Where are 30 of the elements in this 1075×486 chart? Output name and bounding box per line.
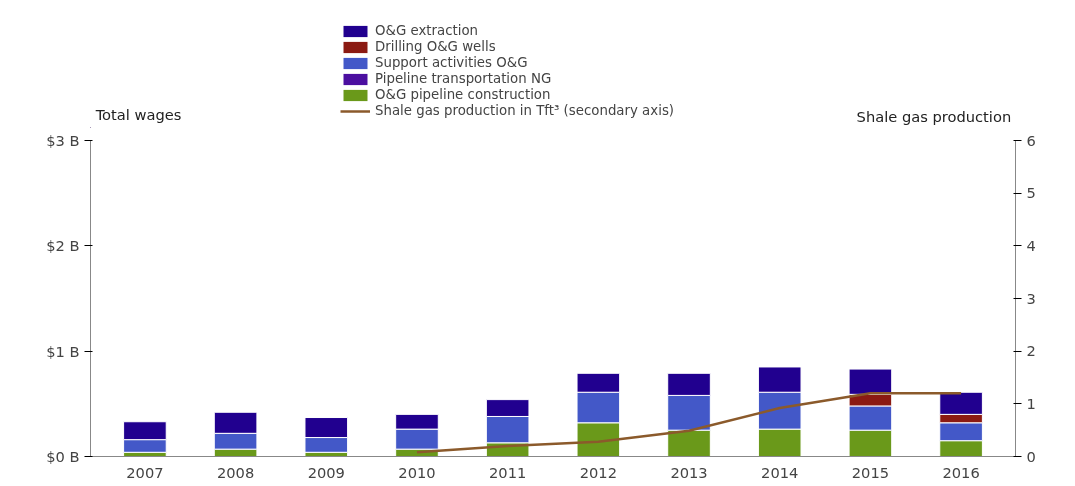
y-tick-label: $1 B xyxy=(46,342,80,360)
line-series xyxy=(415,392,963,454)
x-tick-label: 2012 xyxy=(579,463,618,481)
y-tick-label: $3 B xyxy=(46,132,80,149)
y2-tick-label: 4 xyxy=(1026,236,1036,254)
legend-label: O&G pipeline construction xyxy=(375,87,551,102)
legend-label: Drilling O&G wells xyxy=(375,39,496,54)
y2-tick-label: 1 xyxy=(1026,394,1036,412)
y2-tick-label: 2 xyxy=(1026,342,1036,360)
y-axis-title: Total wages xyxy=(94,105,182,123)
y2-tick-label: 3 xyxy=(1026,289,1036,307)
x-tick-label: 2015 xyxy=(851,463,890,481)
x-tick-label: 2011 xyxy=(489,463,527,481)
x-tick-label: 2016 xyxy=(942,463,980,481)
x-tick-label: 2008 xyxy=(216,463,255,481)
y2-tick-label: 5 xyxy=(1026,184,1036,202)
y2-axis-title: Shale gas production xyxy=(856,107,1012,125)
legend-label: Pipeline transportation NG xyxy=(375,71,552,86)
legend-label: Support activities O&G xyxy=(375,55,528,70)
x-tick-label: 2010 xyxy=(398,463,436,481)
x-tick-label: 2009 xyxy=(307,463,345,481)
y-tick-label: $2 B xyxy=(46,237,80,255)
x-tick-label: 2014 xyxy=(761,463,799,481)
legend-label: O&G extraction xyxy=(375,23,479,38)
y2-tick-label: 6 xyxy=(1026,131,1036,149)
y2-tick-label: 0 xyxy=(1026,447,1036,465)
legend-label: Shale gas production in Tft³ (secondary axis) xyxy=(375,103,675,118)
x-tick-label: 2013 xyxy=(670,463,708,481)
y-tick-label: $0 B xyxy=(46,448,80,465)
x-tick-label: 2007 xyxy=(126,463,164,481)
